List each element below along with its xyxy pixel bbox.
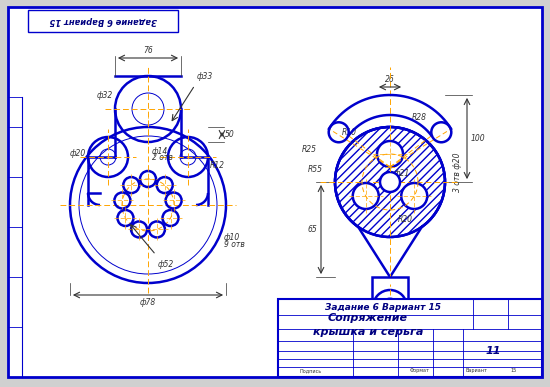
Text: 15: 15	[510, 368, 516, 373]
Text: 11: 11	[485, 346, 501, 356]
Text: R10: R10	[342, 128, 357, 137]
Text: 76: 76	[143, 46, 153, 55]
Text: 9 отв: 9 отв	[224, 240, 245, 249]
Bar	[372, 277, 408, 307]
Bar	[278, 299, 542, 377]
Text: 65: 65	[307, 225, 317, 234]
Text: 26: 26	[385, 75, 395, 84]
Text: R28: R28	[412, 113, 427, 122]
Text: 3 отв ф20: 3 отв ф20	[453, 152, 462, 192]
Circle shape	[380, 172, 400, 192]
Text: R55: R55	[308, 166, 323, 175]
Text: Задание 6 Вариант 15: Задание 6 Вариант 15	[49, 17, 157, 26]
Text: ф10: ф10	[224, 233, 240, 242]
Text: Задание 6 Вариант 15: Задание 6 Вариант 15	[325, 303, 441, 312]
Circle shape	[402, 183, 427, 209]
Circle shape	[373, 290, 407, 324]
Text: ф21: ф21	[394, 170, 410, 178]
Bar	[28, 10, 178, 32]
Text: R20: R20	[398, 216, 413, 224]
Text: Формат: Формат	[410, 368, 430, 373]
Text: R25: R25	[302, 146, 317, 154]
Text: 100: 100	[471, 134, 486, 143]
Text: ф33: ф33	[197, 72, 213, 81]
Text: Сопряжение
крышка и серьга: Сопряжение крышка и серьга	[313, 313, 423, 337]
Circle shape	[335, 127, 445, 237]
Text: Вариант: Вариант	[465, 368, 487, 373]
Text: ф14: ф14	[152, 147, 168, 156]
Text: ф52: ф52	[158, 260, 174, 269]
Text: ф78: ф78	[140, 298, 156, 307]
Text: 2 отв: 2 отв	[152, 153, 173, 162]
Text: ф20: ф20	[382, 282, 398, 291]
Text: R12: R12	[210, 161, 225, 170]
Circle shape	[377, 141, 403, 167]
Text: ф32: ф32	[97, 91, 113, 99]
Text: ф35: ф35	[382, 330, 398, 339]
Text: ф20: ф20	[70, 149, 86, 159]
Text: 50: 50	[225, 130, 235, 139]
Circle shape	[353, 183, 379, 209]
Text: Подпись: Подпись	[300, 368, 322, 373]
